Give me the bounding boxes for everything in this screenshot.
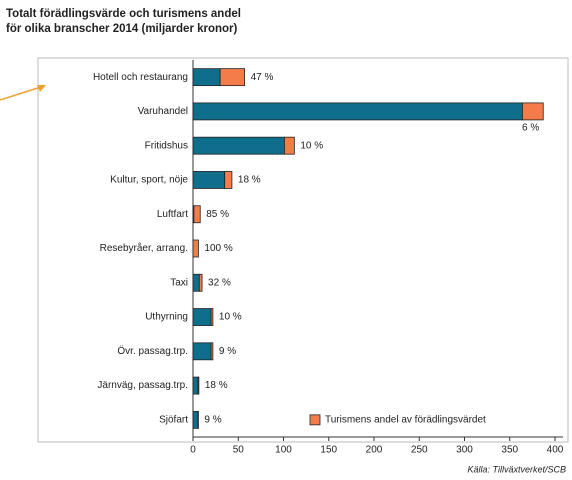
chart-title: Totalt förädlingsvärde och turismens and…: [6, 8, 241, 20]
bar-segment: [192, 273, 200, 292]
category-label: Varuhandel: [138, 106, 188, 117]
category-label: Övr. passag.trp.: [117, 345, 188, 357]
category-label: Fritidshus: [145, 140, 188, 151]
bar-segment: [192, 342, 212, 361]
bar-segment: [192, 376, 199, 395]
x-tick-label: 100: [275, 445, 292, 456]
category-label: Sjöfart: [159, 415, 188, 426]
x-tick-label: 250: [411, 445, 428, 456]
bar-segment: [192, 239, 199, 258]
category-label: Taxi: [170, 277, 188, 288]
bar-segment: [197, 376, 200, 395]
pointer-arrow: [0, 85, 45, 101]
bar-segment: [192, 410, 199, 429]
share-label: 47 %: [251, 72, 274, 83]
category-label: Uthyrning: [145, 312, 188, 323]
category-label: Luftfart: [157, 209, 188, 220]
share-label: 9 %: [219, 346, 236, 357]
x-tick-label: 50: [233, 445, 245, 456]
bar-segment: [522, 102, 544, 121]
share-label: 10 %: [300, 140, 323, 151]
x-tick-label: 350: [501, 445, 518, 456]
bar-segment: [224, 171, 233, 189]
share-label: 85 %: [206, 209, 229, 220]
legend-swatch: [309, 414, 321, 426]
bar-segment: [192, 136, 285, 155]
bar-segment: [192, 308, 212, 326]
share-label: 32 %: [208, 277, 231, 288]
frame: [37, 57, 569, 443]
x-tick-label: 200: [366, 445, 383, 456]
bar-segment: [219, 68, 245, 87]
x-tick-label: 0: [190, 445, 196, 456]
x-tick-label: 400: [547, 445, 564, 456]
legend-label: Turismens andel av förädlingsvärdet: [325, 415, 486, 426]
share-label: 9 %: [204, 415, 221, 426]
share-label: 18 %: [238, 175, 261, 186]
bar-segment: [198, 273, 203, 292]
category-label: Järnväg, passag.trp.: [97, 380, 188, 391]
share-label: 10 %: [219, 312, 242, 323]
share-label: 100 %: [204, 243, 232, 254]
bar-segment: [192, 171, 226, 189]
x-tick-label: 150: [320, 445, 337, 456]
category-label: Kultur, sport, nöje: [110, 175, 188, 186]
bar-segment: [192, 102, 523, 121]
bar-segment: [210, 342, 214, 361]
bar-segment: [284, 136, 295, 155]
share-label: 6 %: [522, 123, 539, 134]
x-tick-label: 300: [456, 445, 473, 456]
bar-segment: [193, 205, 201, 224]
bar-segment: [210, 308, 214, 326]
category-label: Hotell och restaurang: [93, 72, 188, 83]
chart-title: för olika branscher 2014 (miljarder kron…: [6, 23, 238, 35]
bar-segment: [192, 68, 221, 87]
share-label: 18 %: [205, 380, 228, 391]
arrow-head: [37, 85, 46, 92]
category-label: Resebyråer, arrang.: [100, 242, 188, 254]
source: Källa: Tillväxtverket/SCB: [468, 464, 566, 474]
